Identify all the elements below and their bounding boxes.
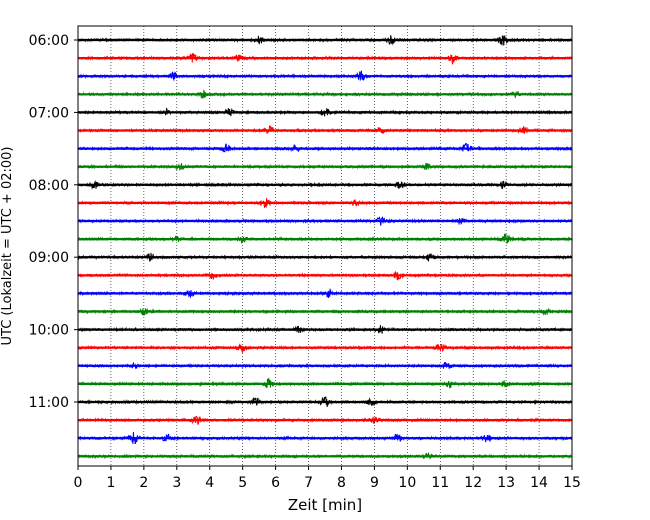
grid-lines [110, 26, 540, 466]
y-tick-label: 07:00 [29, 105, 69, 121]
x-axis: 0 1 2 3 4 5 6 7 8 9 10 11 12 13 14 15 [74, 466, 581, 491]
traces-group [77, 35, 573, 460]
y-axis-label: UTC (Lokalzeit = UTC + 02:00) [0, 147, 15, 346]
x-tick-label: 2 [139, 475, 148, 491]
x-tick-label: 11 [431, 475, 449, 491]
x-tick-label: 14 [530, 475, 548, 491]
x-axis-label: Zeit [min] [288, 496, 362, 514]
y-tick-label: 09:00 [29, 250, 69, 266]
x-tick-label: 6 [271, 475, 280, 491]
x-tick-label: 13 [497, 475, 515, 491]
x-tick-label: 15 [563, 475, 581, 491]
x-tick-label: 9 [370, 475, 379, 491]
y-tick-label: 06:00 [29, 33, 69, 49]
x-tick-label: 10 [398, 475, 416, 491]
plot-frame [77, 25, 573, 467]
x-tick-label: 7 [304, 475, 313, 491]
y-tick-label: 10:00 [29, 323, 69, 339]
y-tick-label: 11:00 [29, 395, 69, 411]
x-tick-label: 0 [74, 475, 83, 491]
x-tick-label: 1 [106, 475, 115, 491]
x-tick-label: 8 [337, 475, 346, 491]
x-tick-label: 3 [172, 475, 181, 491]
x-tick-label: 4 [205, 475, 214, 491]
y-axis: 06:00 07:00 08:00 09:00 10:00 11:00 [29, 33, 78, 411]
x-tick-label: 5 [238, 475, 247, 491]
y-tick-label: 08:00 [29, 178, 69, 194]
x-tick-label: 12 [464, 475, 482, 491]
